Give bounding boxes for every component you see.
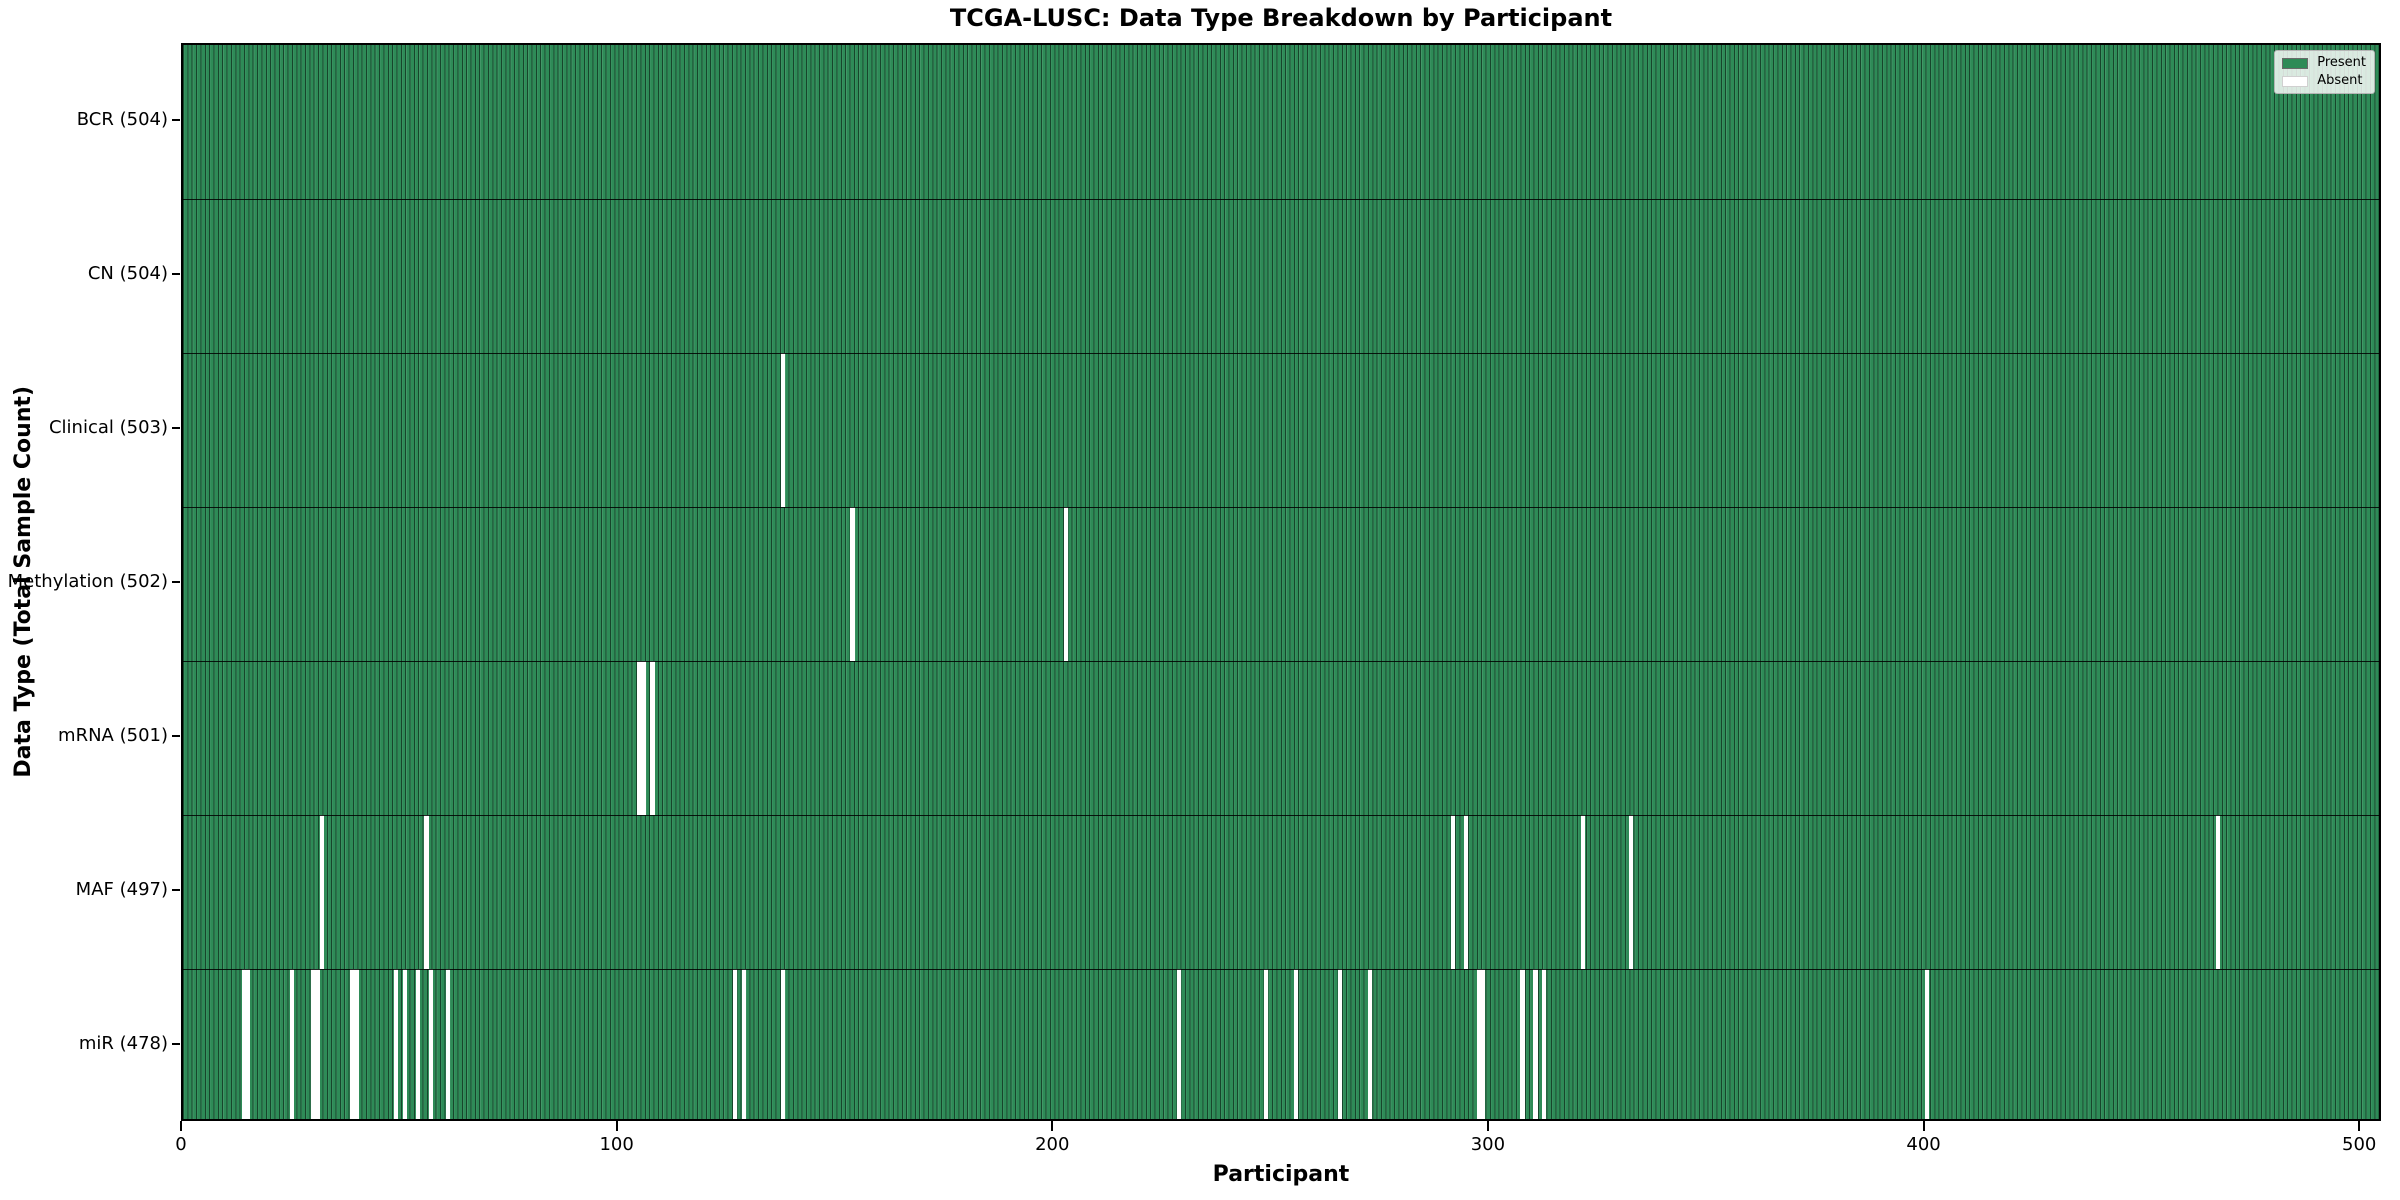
x-tick-label: 500 xyxy=(2342,1134,2377,1155)
x-tick-label: 100 xyxy=(599,1134,634,1155)
y-tick-label: MAF (497) xyxy=(75,879,168,900)
plot-area: Present Absent xyxy=(181,43,2381,1121)
absent-stripe xyxy=(1263,969,1268,1119)
row-miR xyxy=(183,969,2379,1119)
absent-stripe xyxy=(354,969,360,1119)
absent-stripe xyxy=(1367,969,1373,1119)
absent-stripe xyxy=(1541,969,1547,1119)
absent-stripe xyxy=(1476,969,1482,1119)
absent-stripe xyxy=(1581,815,1586,969)
x-tick-label: 200 xyxy=(1035,1134,1070,1155)
row-separator xyxy=(183,660,2379,662)
x-tick-label: 400 xyxy=(1906,1134,1941,1155)
row-Clinical xyxy=(183,353,2379,507)
absent-stripe xyxy=(733,969,738,1119)
row-separator xyxy=(183,814,2379,816)
row-Methylation xyxy=(183,507,2379,661)
legend-present-label: Present xyxy=(2317,55,2366,70)
absent-stripe xyxy=(424,815,429,969)
absent-stripe xyxy=(311,969,316,1119)
absent-stripe xyxy=(402,969,407,1119)
absent-stripe xyxy=(446,969,451,1119)
x-tick-mark xyxy=(1922,1121,1925,1131)
absent-stripe xyxy=(1481,969,1486,1119)
absent-stripe xyxy=(2215,815,2221,969)
legend-present-swatch xyxy=(2282,57,2309,69)
absent-stripe xyxy=(241,969,247,1119)
absent-stripe xyxy=(1176,969,1181,1119)
row-BCR xyxy=(183,45,2379,199)
chart-title: TCGA-LUSC: Data Type Breakdown by Partic… xyxy=(949,4,1613,32)
absent-stripe xyxy=(246,969,251,1119)
absent-stripe xyxy=(780,969,786,1119)
absent-stripe xyxy=(428,969,434,1119)
absent-stripe xyxy=(289,969,294,1119)
row-mRNA xyxy=(183,661,2379,815)
absent-stripe xyxy=(637,661,642,815)
x-tick-label: 300 xyxy=(1470,1134,1506,1155)
absent-stripe xyxy=(1628,815,1634,969)
x-tick-mark xyxy=(2358,1121,2361,1131)
row-separator xyxy=(183,506,2379,508)
absent-stripe xyxy=(850,507,855,661)
row-CN xyxy=(183,199,2379,353)
y-tick-label: miR (478) xyxy=(78,1033,168,1054)
legend-absent-swatch xyxy=(2282,75,2309,87)
absent-stripe xyxy=(1533,969,1538,1119)
absent-stripe xyxy=(650,661,655,815)
legend-entry-present: Present xyxy=(2282,56,2366,70)
absent-stripe xyxy=(315,969,320,1119)
y-tick-label: mRNA (501) xyxy=(58,725,168,746)
row-separator xyxy=(183,352,2379,354)
absent-stripe xyxy=(1924,969,1929,1119)
legend-absent-label: Absent xyxy=(2317,73,2363,88)
y-tick-mark xyxy=(172,273,180,275)
absent-stripe xyxy=(641,661,647,815)
x-tick-mark xyxy=(1486,1121,1489,1131)
y-tick-mark xyxy=(172,119,180,121)
x-tick-label: 0 xyxy=(175,1134,187,1155)
y-tick-mark xyxy=(172,581,180,583)
y-tick-label: Methylation (502) xyxy=(7,571,168,592)
absent-stripe xyxy=(393,969,399,1119)
absent-stripe xyxy=(780,353,786,507)
x-tick-mark xyxy=(1051,1121,1054,1131)
y-tick-mark xyxy=(172,889,180,891)
x-tick-mark xyxy=(180,1121,182,1131)
legend-entry-absent: Absent xyxy=(2282,74,2366,88)
y-tick-mark xyxy=(172,427,180,429)
y-tick-mark xyxy=(172,1043,180,1045)
absent-stripe xyxy=(1520,969,1525,1119)
absent-stripe xyxy=(1294,969,1299,1119)
row-separator xyxy=(183,198,2379,200)
absent-stripe xyxy=(741,969,747,1119)
y-tick-mark xyxy=(172,735,180,737)
row-MAF xyxy=(183,815,2379,969)
legend: Present Absent xyxy=(2274,50,2375,94)
absent-stripe xyxy=(1450,815,1455,969)
absent-stripe xyxy=(415,969,420,1119)
x-tick-mark xyxy=(615,1121,618,1131)
absent-stripe xyxy=(1063,507,1068,661)
y-tick-label: Clinical (503) xyxy=(48,417,168,438)
absent-stripe xyxy=(1337,969,1342,1119)
absent-stripe xyxy=(1463,815,1468,969)
row-separator xyxy=(183,968,2379,970)
absent-stripe xyxy=(319,815,325,969)
absent-stripe xyxy=(350,969,355,1119)
x-axis-label: Participant xyxy=(1212,1162,1350,1187)
y-tick-label: CN (504) xyxy=(87,263,168,284)
y-tick-label: BCR (504) xyxy=(76,109,168,130)
